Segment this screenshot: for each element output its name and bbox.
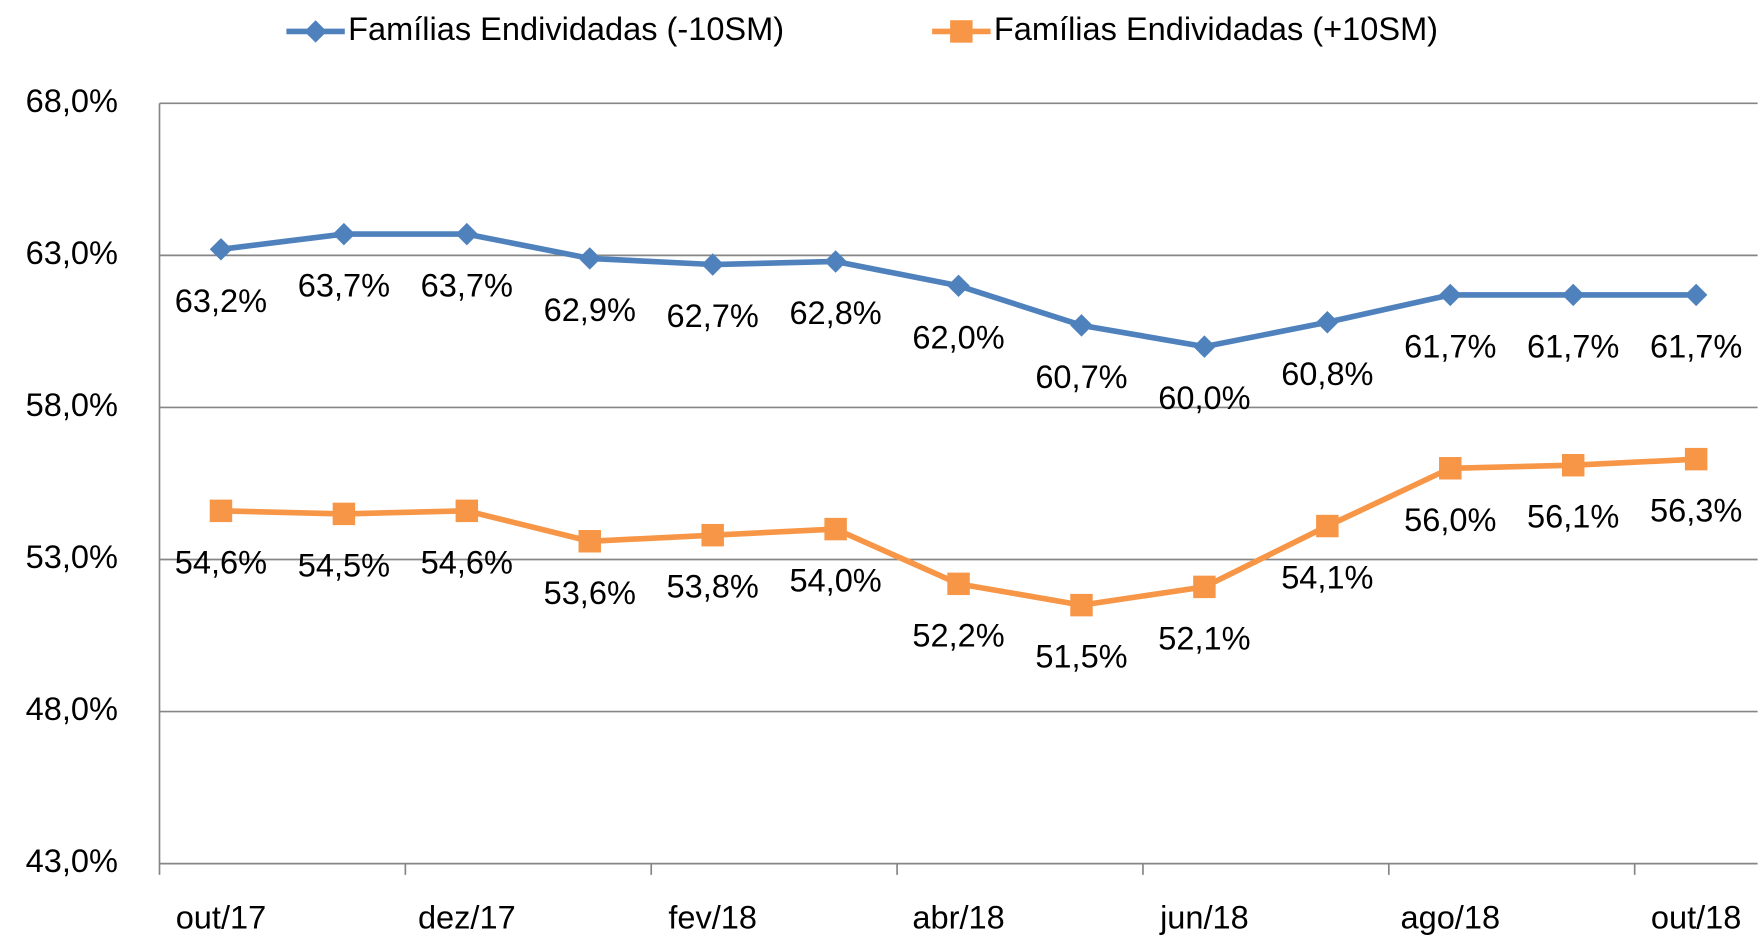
marker bbox=[1439, 283, 1462, 307]
data-label: 62,8% bbox=[789, 295, 881, 331]
marker bbox=[332, 222, 356, 246]
legend-label: Famílias Endividadas (-10SM) bbox=[348, 11, 784, 47]
data-label: 60,0% bbox=[1158, 380, 1250, 416]
marker bbox=[455, 499, 479, 523]
marker bbox=[1439, 457, 1462, 480]
data-label: 53,8% bbox=[667, 569, 759, 605]
data-label: 56,1% bbox=[1527, 499, 1619, 535]
marker bbox=[209, 238, 233, 261]
x-tick-label: ago/18 bbox=[1400, 899, 1500, 935]
data-label: 54,5% bbox=[298, 547, 390, 583]
marker bbox=[1684, 283, 1708, 307]
marker bbox=[1193, 335, 1216, 358]
marker bbox=[947, 572, 970, 596]
y-tick-label: 58,0% bbox=[26, 387, 118, 423]
data-label: 56,3% bbox=[1650, 493, 1742, 529]
x-tick-label: out/17 bbox=[176, 899, 267, 935]
marker bbox=[824, 250, 847, 273]
data-label: 63,7% bbox=[421, 268, 513, 304]
data-label: 61,7% bbox=[1404, 328, 1496, 364]
marker bbox=[578, 530, 601, 553]
data-label: 62,7% bbox=[667, 298, 759, 334]
marker bbox=[1193, 575, 1216, 599]
data-label: 54,1% bbox=[1281, 560, 1373, 596]
data-label: 63,7% bbox=[298, 268, 390, 304]
marker bbox=[1316, 514, 1339, 538]
data-label: 53,6% bbox=[544, 575, 636, 611]
y-tick-label: 63,0% bbox=[26, 235, 118, 271]
marker bbox=[332, 502, 356, 526]
data-label: 52,2% bbox=[912, 617, 1004, 653]
marker bbox=[947, 274, 970, 298]
y-tick-label: 43,0% bbox=[26, 843, 118, 879]
y-tick-label: 53,0% bbox=[26, 539, 118, 575]
legend-label: Famílias Endividadas (+10SM) bbox=[994, 11, 1438, 47]
x-tick-label: out/18 bbox=[1651, 899, 1742, 935]
marker bbox=[455, 222, 479, 246]
data-label: 62,0% bbox=[912, 319, 1004, 355]
marker bbox=[1561, 453, 1585, 477]
marker bbox=[950, 20, 973, 43]
x-tick-label: abr/18 bbox=[912, 899, 1004, 935]
data-label: 62,9% bbox=[544, 292, 636, 328]
marker bbox=[1070, 314, 1093, 337]
marker bbox=[701, 523, 724, 547]
marker bbox=[701, 253, 724, 276]
data-label: 61,7% bbox=[1650, 328, 1742, 364]
marker bbox=[1684, 447, 1708, 471]
marker bbox=[824, 517, 847, 541]
marker bbox=[1070, 593, 1093, 617]
data-label: 60,8% bbox=[1281, 356, 1373, 392]
y-tick-label: 68,0% bbox=[26, 83, 118, 119]
x-tick-label: jun/18 bbox=[1159, 899, 1249, 935]
data-label: 63,2% bbox=[175, 283, 267, 319]
data-label: 61,7% bbox=[1527, 328, 1619, 364]
data-label: 54,0% bbox=[789, 563, 881, 599]
marker bbox=[1561, 283, 1585, 307]
data-label: 60,7% bbox=[1035, 359, 1127, 395]
marker bbox=[578, 247, 601, 270]
data-label: 52,1% bbox=[1158, 620, 1250, 656]
x-tick-label: dez/17 bbox=[418, 899, 516, 935]
data-label: 54,6% bbox=[175, 544, 267, 580]
x-tick-label: fev/18 bbox=[668, 899, 757, 935]
data-label: 51,5% bbox=[1035, 639, 1127, 675]
data-label: 56,0% bbox=[1404, 502, 1496, 538]
marker bbox=[1316, 311, 1339, 334]
marker bbox=[209, 499, 233, 523]
marker bbox=[304, 20, 327, 43]
y-tick-label: 48,0% bbox=[26, 691, 118, 727]
data-label: 54,6% bbox=[421, 544, 513, 580]
